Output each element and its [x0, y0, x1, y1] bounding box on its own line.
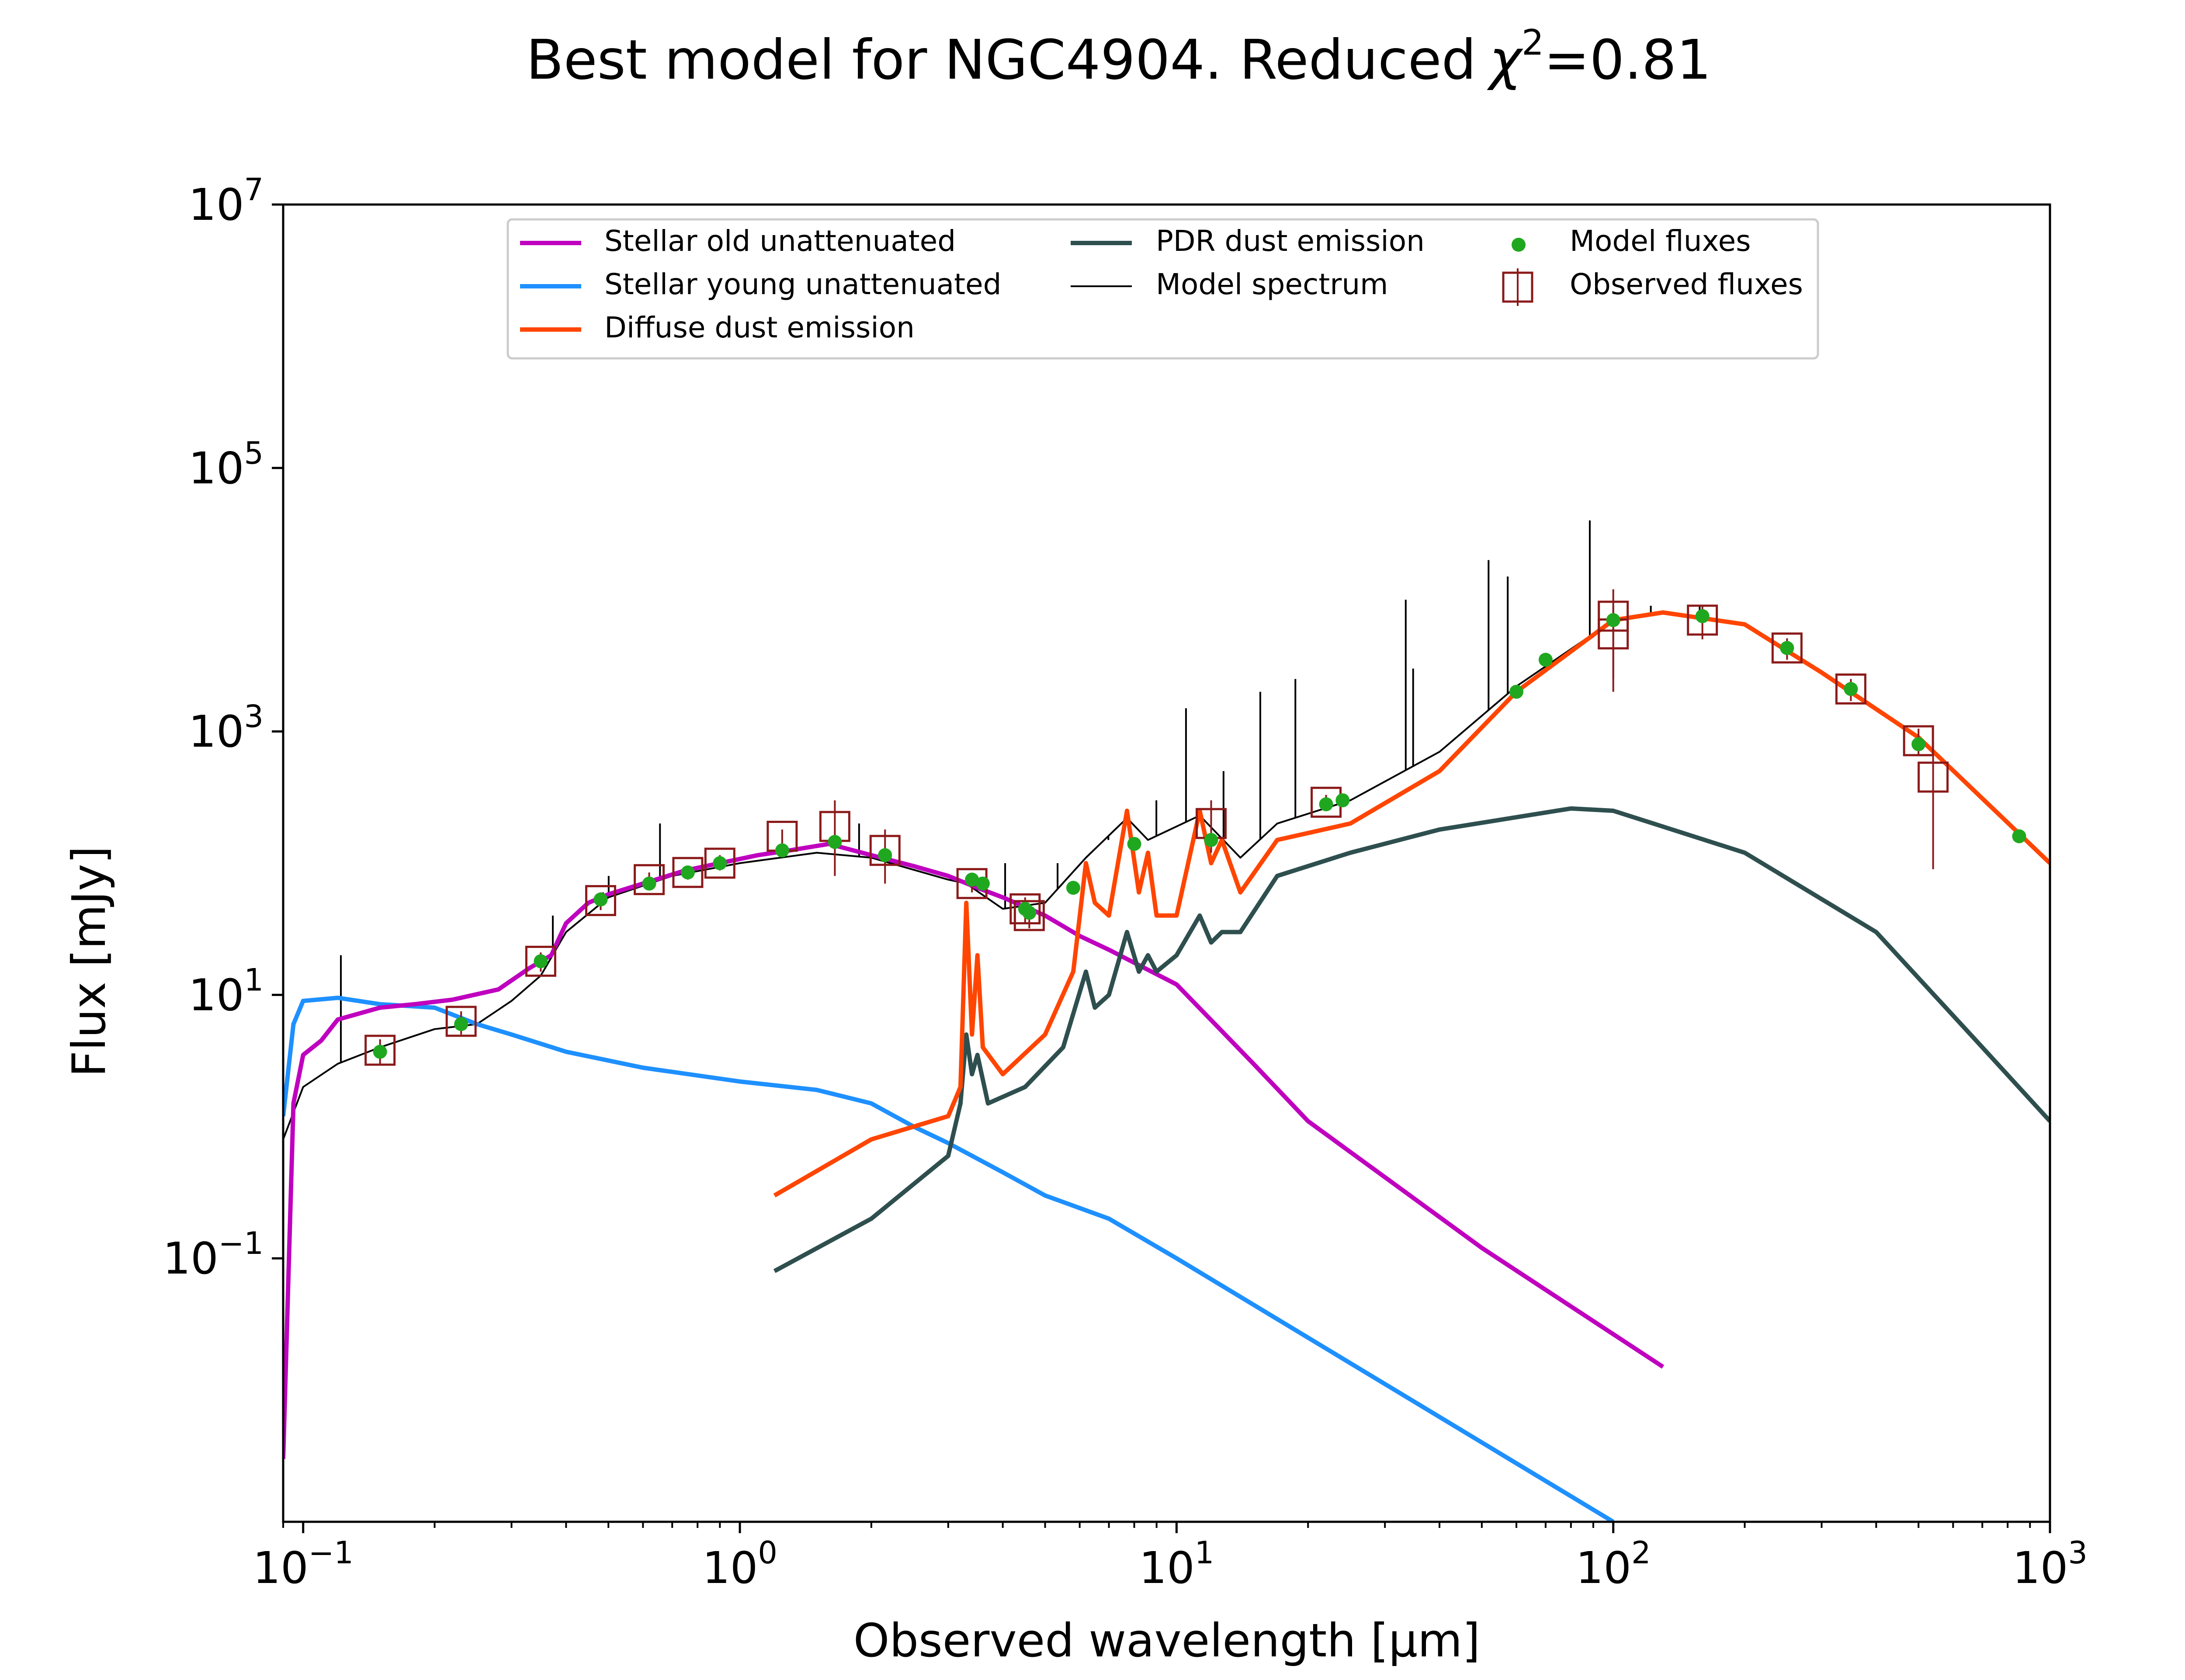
model-flux-point [1066, 881, 1080, 895]
model-flux-point [1204, 833, 1218, 847]
x-tick-label: 102 [1576, 1535, 1651, 1593]
plot-frame [282, 203, 2051, 1523]
legend-label-observed-fluxes: Observed fluxes [1570, 267, 1803, 301]
observed-flux-marker [525, 945, 556, 977]
legend-label-stellar-old: Stellar old unattenuated [604, 224, 956, 258]
markers-layer [364, 589, 2026, 1066]
series-line-stellar-old-unattenuated [283, 842, 1665, 1459]
x-tick-label: 101 [1139, 1535, 1214, 1593]
plot-area [283, 520, 2050, 1522]
y-tick-label: 105 [188, 435, 264, 494]
y-tick-label: 101 [188, 962, 264, 1020]
observed-flux-marker [445, 1006, 477, 1037]
x-tick-label: 100 [702, 1535, 777, 1593]
observed-flux-marker [364, 1034, 396, 1066]
model-flux-point [1127, 837, 1141, 851]
chart-title: Best model for NGC4904. Reduced χ2=0.81 [526, 22, 1711, 92]
y-tick-label: 10−1 [163, 1225, 264, 1284]
observed-flux-marker [1918, 761, 1949, 793]
model-flux-point [1319, 797, 1333, 812]
model-flux-point [373, 1045, 387, 1059]
observed-flux-marker [585, 885, 617, 916]
chart-title-text: Best model for NGC4904. Reduced [526, 28, 1476, 92]
model-flux-point [828, 835, 842, 849]
model-flux-point [1538, 653, 1553, 667]
model-flux-point [454, 1017, 468, 1031]
model-flux-point [1695, 609, 1710, 623]
observed-flux-marker [704, 847, 735, 879]
model-flux-point [1335, 793, 1350, 808]
model-flux-point [775, 843, 789, 857]
observed-flux-marker [672, 857, 704, 888]
model-flux-point [642, 876, 656, 891]
observed-flux-marker [634, 864, 665, 896]
legend-label-stellar-young: Stellar young unattenuated [604, 267, 1002, 301]
series-layer [283, 610, 2050, 1522]
model-flux-point [975, 876, 990, 891]
model-flux-point [534, 954, 548, 968]
observed-flux-marker [1835, 673, 1866, 705]
model-flux-point [593, 892, 608, 907]
x-tick-label: 10−1 [253, 1535, 353, 1593]
x-axis-label: Observed wavelength [μm] [853, 1614, 1481, 1667]
series-line-pdr-dust-emission [773, 806, 2050, 1273]
model-flux-point [1022, 906, 1037, 920]
model-flux-point [1780, 641, 1794, 655]
legend-label-diffuse-dust: Diffuse dust emission [604, 311, 915, 344]
observed-flux-marker [869, 835, 901, 866]
legend-label-model-fluxes: Model fluxes [1570, 224, 1751, 258]
model-flux-point [1844, 682, 1858, 696]
chart-title-chi: χ [1487, 28, 1523, 92]
observed-flux-marker [1009, 893, 1041, 925]
model-flux-point [1509, 684, 1523, 699]
model-flux-point [1606, 613, 1620, 627]
model-flux-point [2012, 829, 2026, 843]
model-flux-point [713, 856, 727, 870]
chart-title-chi-exp: 2 [1522, 22, 1544, 63]
ticks-layer: 10−1 100 101 102 103 10−1 101 103 105 107 [163, 172, 2088, 1593]
observed-flux-marker [1687, 604, 1718, 636]
legend: Stellar old unattenuated Stellar young u… [506, 218, 1819, 360]
series-line-stellar-young-unattenuated [283, 996, 1615, 1522]
series-line-diffuse-dust-emission [773, 610, 2050, 1198]
model-flux-point [680, 865, 695, 880]
emission-lines-layer [340, 520, 1701, 1063]
legend-frame [506, 218, 1819, 360]
legend-label-pdr-dust: PDR dust emission [1156, 224, 1425, 258]
legend-label-model-spectrum: Model spectrum [1156, 267, 1388, 301]
model-flux-point [1911, 737, 1926, 751]
model-flux-point [878, 848, 892, 862]
y-tick-label: 107 [188, 172, 264, 230]
model-flux-point [965, 872, 979, 887]
legend-marker-model-fluxes [1512, 238, 1526, 252]
x-tick-label: 103 [2012, 1535, 2088, 1593]
observed-flux-marker [1903, 725, 1934, 757]
y-tick-label: 103 [188, 699, 264, 757]
observed-flux-marker [1013, 900, 1045, 931]
observed-flux-marker [1771, 632, 1803, 664]
y-axis-label: Flux [mJy] [62, 846, 116, 1077]
chart-title-value: =0.81 [1544, 28, 1711, 92]
